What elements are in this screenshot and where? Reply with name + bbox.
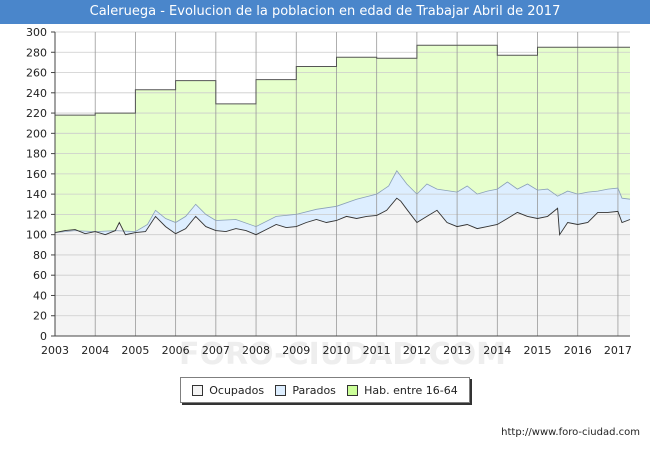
y-tick-label: 160 (26, 168, 47, 181)
legend-label-hab: Hab. entre 16-64 (364, 383, 458, 397)
y-tick-label: 40 (33, 289, 47, 302)
y-tick-label: 220 (26, 107, 47, 120)
population-chart: FORO-CIUDAD.COM 0 20 40 60 80 100 120 140 160 180 2… (26, 26, 632, 370)
y-tick-label: 240 (26, 87, 47, 100)
x-tick-label: 2014 (483, 344, 511, 357)
legend-item-ocupados: Ocupados (192, 384, 264, 397)
chart-title: Caleruega - Evolucion de la poblacion en… (0, 0, 650, 24)
chart-legend: Ocupados Parados Hab. entre 16-64 (180, 377, 470, 403)
y-tick-label: 60 (33, 269, 47, 282)
x-tick-label: 2003 (41, 344, 69, 357)
legend-label-parados: Parados (292, 383, 336, 397)
area-ocupados (55, 198, 630, 336)
x-tick-label: 2015 (524, 344, 552, 357)
x-tick-label: 2011 (363, 344, 391, 357)
legend-item-hab: Hab. entre 16-64 (347, 384, 458, 397)
y-tick-label: 140 (26, 188, 47, 201)
x-tick-label: 2006 (162, 344, 190, 357)
y-tick-label: 100 (26, 229, 47, 242)
x-tick-label: 2009 (282, 344, 310, 357)
y-tick-label: 280 (26, 46, 47, 59)
legend-swatch-parados (275, 384, 287, 396)
x-tick-label: 2017 (604, 344, 632, 357)
footer-url[interactable]: http://www.foro-ciudad.com (501, 427, 640, 438)
x-tick-label: 2013 (443, 344, 471, 357)
x-tick-label: 2010 (322, 344, 350, 357)
line-ocupados (54, 197, 631, 237)
watermark-text: FORO-CIUDAD.COM (179, 337, 506, 370)
y-tick-label: 300 (26, 26, 47, 39)
legend-swatch-hab (347, 384, 359, 396)
x-tick-label: 2012 (403, 344, 431, 357)
x-tick-label: 2016 (564, 344, 592, 357)
y-tick-label: 260 (26, 67, 47, 80)
x-tick-label: 2008 (242, 344, 270, 357)
legend-label-ocupados: Ocupados (209, 383, 265, 397)
legend-item-parados: Parados (275, 384, 336, 397)
y-tick-label: 80 (33, 249, 47, 262)
y-tick-label: 180 (26, 148, 47, 161)
x-tick-label: 2007 (202, 344, 230, 357)
line-parados (54, 170, 631, 233)
x-tick-label: 2005 (121, 344, 149, 357)
line-hab-entre-16-64 (55, 44, 630, 116)
y-tick-label: 120 (26, 208, 47, 221)
y-tick-label: 0 (40, 330, 47, 343)
y-tick-label: 20 (33, 310, 47, 323)
x-tick-label: 2004 (81, 344, 109, 357)
y-tick-label: 200 (26, 127, 47, 140)
legend-swatch-ocupados (192, 384, 204, 396)
